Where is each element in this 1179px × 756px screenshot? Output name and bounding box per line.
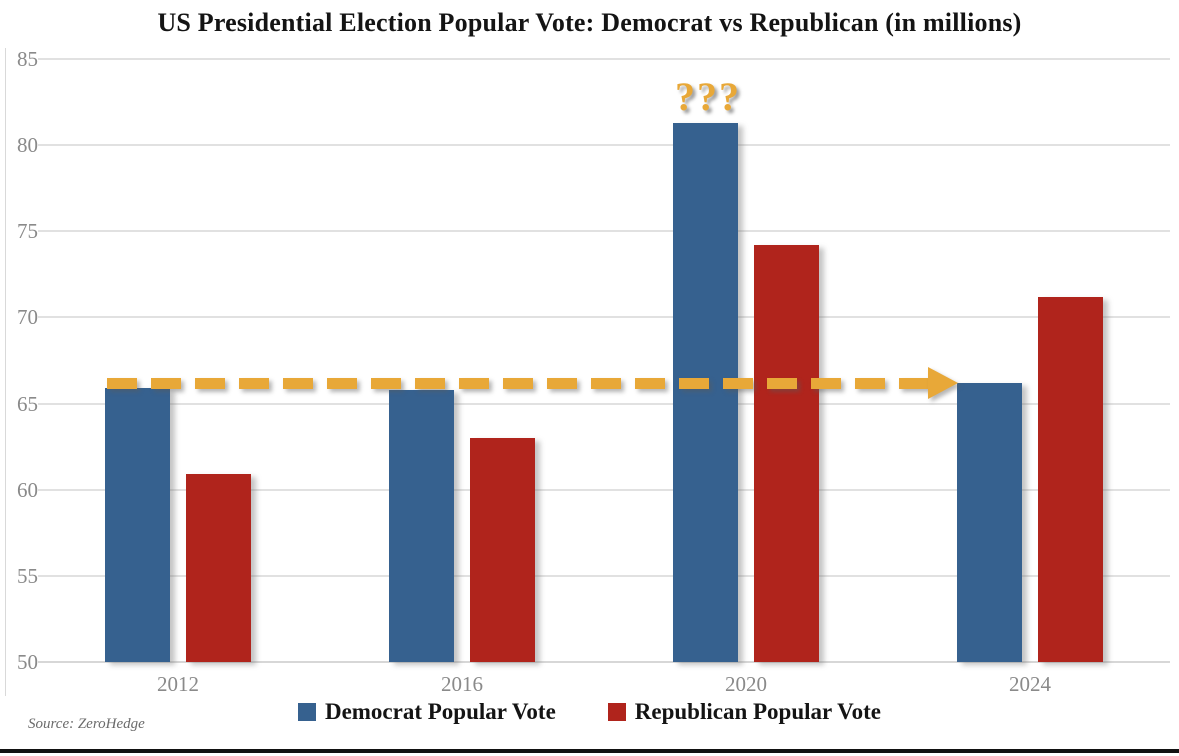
y-axis-tick-60: 60 [17, 477, 38, 502]
y-axis-tick-80: 80 [17, 133, 38, 158]
bar-democrat-2016 [389, 389, 454, 662]
gridline-80 [38, 144, 1170, 147]
x-axis-tick-2016: 2016 [441, 672, 483, 696]
dashed-arrow-head-icon [928, 366, 958, 399]
x-axis-tick-2024: 2024 [1009, 672, 1051, 696]
dashed-arrow-line [107, 377, 932, 389]
legend-swatch-icon [297, 703, 316, 721]
gridline-75 [38, 230, 1170, 233]
bar-democrat-2020 [673, 122, 738, 662]
y-axis-tick-65: 65 [17, 391, 38, 416]
bar-republican-2020 [754, 245, 819, 662]
y-axis-tick-75: 75 [17, 219, 38, 244]
bar-republican-2024 [1038, 296, 1103, 662]
legend-item-republican: Republican Popular Vote [607, 699, 882, 725]
gridline-55 [38, 574, 1170, 577]
y-axis-line [5, 48, 6, 696]
legend-label: Democrat Popular Vote [324, 699, 556, 724]
gridline-60 [38, 488, 1170, 491]
bottom-divider [0, 749, 1179, 753]
chart-legend: Democrat Popular Vote Republican Popular … [0, 699, 1179, 725]
legend-label: Republican Popular Vote [634, 699, 882, 724]
y-axis-tick-85: 85 [17, 47, 38, 71]
bar-republican-2016 [470, 438, 535, 662]
bar-republican-2012 [186, 474, 251, 662]
gridline-70 [38, 316, 1170, 319]
source-note: Source: ZeroHedge [28, 716, 145, 732]
bar-democrat-2024 [957, 382, 1022, 662]
chart-title: US Presidential Election Popular Vote: D… [157, 8, 1022, 37]
y-axis-tick-70: 70 [17, 305, 38, 330]
gridline-50 [38, 661, 1170, 663]
question-marks-annotation: ??? [675, 73, 741, 119]
x-axis-tick-2012: 2012 [157, 672, 199, 696]
legend-swatch-icon [607, 703, 626, 721]
legend-item-democrat: Democrat Popular Vote [297, 699, 556, 725]
x-axis-tick-2020: 2020 [725, 672, 767, 696]
y-axis-tick-55: 55 [17, 563, 38, 588]
bar-democrat-2012 [105, 388, 170, 662]
y-axis-tick-50: 50 [17, 650, 38, 674]
gridline-65 [38, 402, 1170, 405]
gridline-85 [38, 58, 1170, 60]
